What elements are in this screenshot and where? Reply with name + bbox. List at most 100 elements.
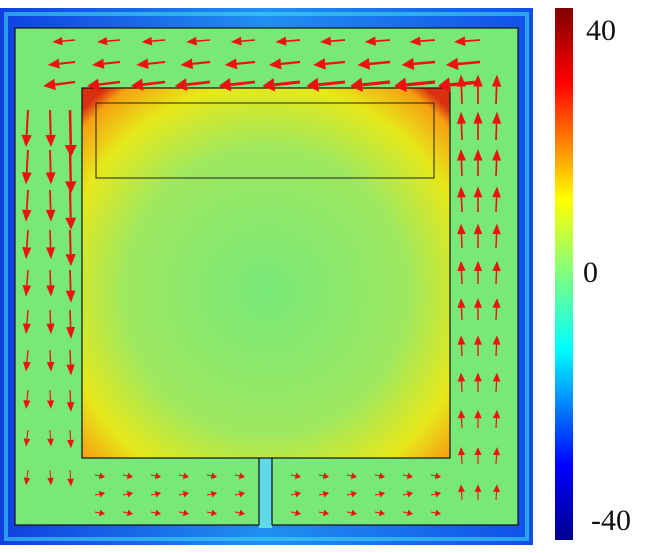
- vector-arrow-head: [46, 400, 55, 410]
- colorbar: [555, 8, 573, 540]
- vector-arrow-head: [174, 78, 188, 92]
- vector-arrow-head: [434, 472, 441, 480]
- vector-arrow-shaft: [49, 429, 52, 439]
- vector-arrow-shaft: [460, 455, 463, 465]
- vector-arrow-head: [473, 111, 483, 124]
- vector-arrow-shaft: [94, 511, 100, 514]
- vector-arrow-head: [136, 58, 149, 69]
- vector-arrow-shaft: [49, 389, 52, 401]
- vector-arrow-head: [45, 172, 56, 185]
- vector-arrow-shaft: [98, 80, 121, 86]
- vector-arrow-shaft: [142, 80, 166, 86]
- vector-arrow-shaft: [69, 349, 72, 365]
- vector-arrow-shaft: [54, 80, 76, 86]
- vector-arrow-shaft: [122, 511, 128, 514]
- vector-arrow-head: [306, 77, 320, 92]
- vector-arrow-head: [434, 490, 441, 498]
- vector-arrow-head: [350, 490, 357, 498]
- vector-arrow-head: [492, 447, 501, 456]
- vector-arrow-head: [294, 490, 301, 498]
- vector-arrow-head: [47, 58, 60, 69]
- inner-block: [81, 87, 451, 459]
- vector-arrow-shaft: [69, 309, 72, 328]
- vector-arrow-shaft: [26, 389, 29, 401]
- vector-arrow-head: [474, 484, 482, 492]
- vector-arrow-head: [474, 372, 482, 382]
- vector-arrow-shaft: [495, 234, 498, 249]
- vector-arrow-head: [322, 509, 329, 517]
- vector-arrow-head: [22, 247, 32, 260]
- vector-arrow-head: [474, 409, 482, 419]
- vector-arrow-shaft: [362, 80, 391, 87]
- vector-arrow-head: [22, 209, 32, 222]
- vector-arrow-head: [457, 372, 466, 382]
- vector-arrow-head: [456, 74, 467, 87]
- vector-arrow-head: [492, 223, 501, 235]
- vector-arrows: [21, 36, 502, 517]
- vector-arrow-shaft: [69, 269, 72, 291]
- vector-arrow-head: [238, 472, 245, 480]
- vector-arrow-head: [126, 472, 133, 480]
- vector-arrow-head: [322, 472, 329, 480]
- vector-arrow-head: [457, 260, 466, 272]
- vector-arrow-shaft: [495, 491, 498, 501]
- vector-arrow-shaft: [150, 511, 156, 514]
- vector-arrow-shaft: [495, 455, 498, 465]
- vector-arrow-shaft: [346, 474, 352, 477]
- vector-arrow-head: [45, 134, 56, 147]
- vector-arrow-shaft: [106, 39, 121, 42]
- vector-arrow-shaft: [26, 309, 29, 324]
- vector-arrow-head: [180, 58, 193, 70]
- vector-arrow-shaft: [151, 39, 166, 42]
- vector-arrow-shaft: [186, 80, 211, 87]
- vector-arrow-head: [224, 58, 238, 70]
- vector-arrow-shaft: [460, 344, 463, 357]
- vector-arrow-head: [210, 490, 217, 498]
- vector-arrow-head: [22, 285, 32, 297]
- vector-arrow-head: [46, 323, 55, 335]
- vector-arrow-shaft: [178, 493, 184, 496]
- vector-arrow-shaft: [103, 61, 121, 65]
- vector-arrow-shaft: [25, 229, 29, 248]
- notch-gap: [259, 458, 272, 528]
- vector-arrow-head: [492, 335, 501, 345]
- vector-arrow-head: [64, 181, 77, 194]
- vector-arrow-shaft: [94, 493, 100, 496]
- vector-arrow-shaft: [495, 344, 498, 357]
- vector-arrow-shaft: [150, 474, 156, 477]
- vector-arrow-head: [47, 477, 54, 486]
- vector-arrow-head: [474, 335, 482, 345]
- vector-arrow-shaft: [25, 109, 30, 136]
- vector-arrow-head: [66, 326, 76, 340]
- vector-arrow-shaft: [122, 493, 128, 496]
- vector-arrow-shaft: [178, 474, 184, 477]
- vector-arrow-shaft: [274, 80, 301, 87]
- vector-arrow-shaft: [234, 474, 240, 477]
- vector-arrow-shaft: [290, 511, 296, 514]
- vector-arrow-head: [492, 409, 501, 419]
- vector-arrow-shaft: [26, 469, 29, 478]
- vector-arrow-shaft: [26, 269, 29, 286]
- vector-arrow-shaft: [413, 60, 436, 66]
- vector-arrow-shaft: [59, 61, 76, 65]
- vector-arrow-shaft: [68, 229, 72, 255]
- vector-arrow-shaft: [465, 39, 481, 43]
- vector-arrow-head: [434, 509, 441, 517]
- vector-arrow-shaft: [460, 234, 463, 249]
- notch-outline: [258, 458, 273, 525]
- vector-arrow-head: [394, 77, 407, 93]
- vector-arrow-shaft: [460, 270, 463, 285]
- vector-arrow-shaft: [148, 60, 166, 65]
- vector-arrow-head: [457, 409, 466, 419]
- vector-arrow-head: [154, 472, 161, 480]
- vector-arrow-head: [409, 36, 421, 46]
- vector-arrow-shaft: [230, 80, 256, 87]
- vector-arrow-head: [294, 509, 301, 517]
- vector-arrow-head: [182, 509, 189, 517]
- vector-arrow-shaft: [495, 307, 498, 321]
- vector-arrow-head: [46, 247, 56, 260]
- vector-arrow-head: [45, 209, 56, 222]
- vector-arrow-shaft: [68, 189, 72, 218]
- vector-arrow-head: [23, 400, 31, 410]
- vector-arrow-shaft: [318, 474, 324, 477]
